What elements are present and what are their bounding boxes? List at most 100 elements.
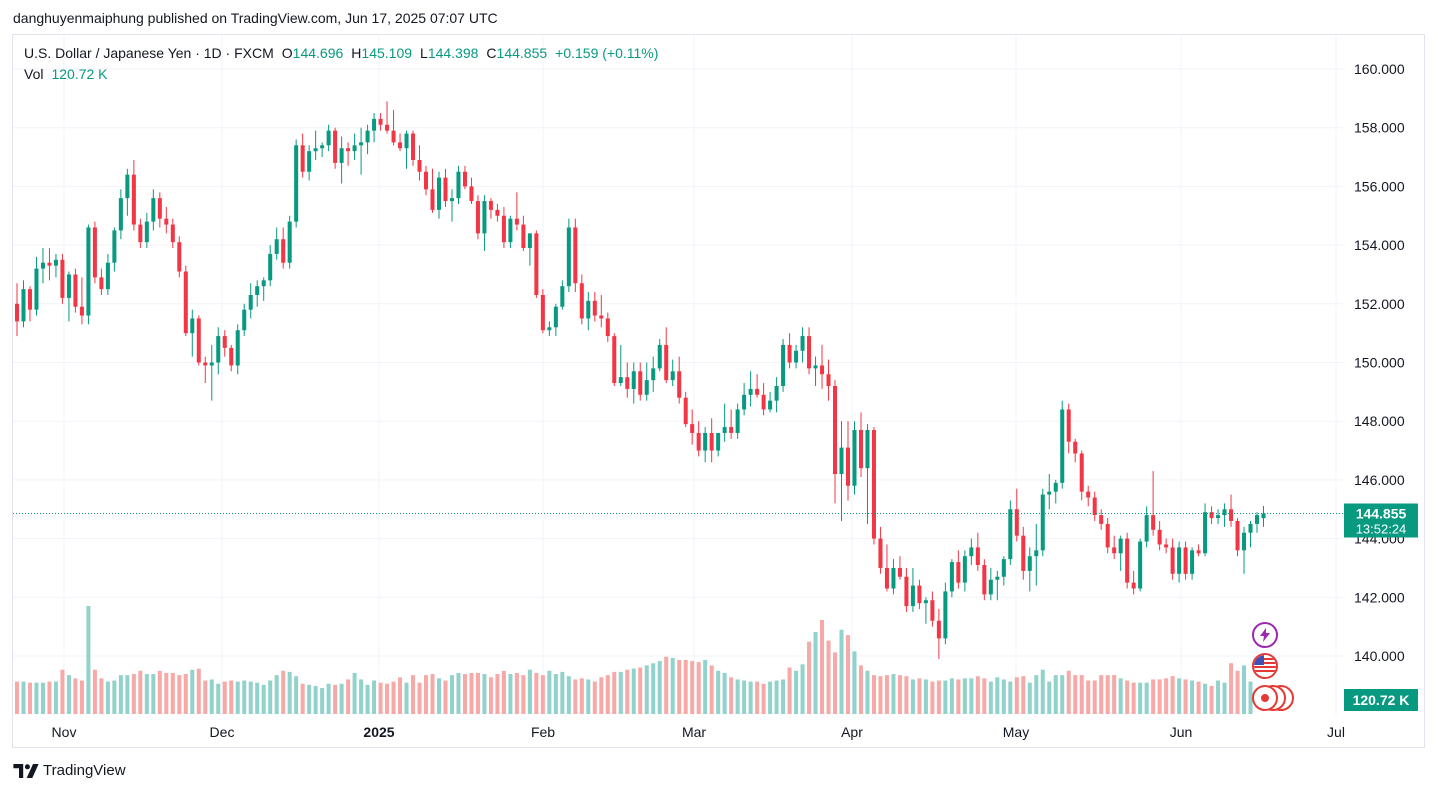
volume-bar	[858, 665, 863, 714]
candle	[34, 256, 39, 316]
us-flag-event-icon[interactable]	[1252, 653, 1278, 679]
candle	[456, 165, 461, 205]
candle	[514, 192, 519, 231]
volume-bar	[755, 681, 760, 714]
volume-bar	[423, 675, 429, 714]
volume-bar	[833, 652, 838, 714]
candle	[943, 582, 948, 645]
volume-bar	[592, 681, 597, 714]
symbol-name[interactable]: U.S. Dollar / Japanese Yen · 1D · FXCM	[24, 45, 274, 61]
volume-bar	[242, 680, 247, 714]
candle	[781, 339, 786, 392]
footer-brand[interactable]: TradingView	[13, 762, 126, 779]
candle	[657, 339, 662, 372]
candle	[268, 245, 273, 287]
candle	[216, 327, 221, 375]
candle	[949, 559, 954, 598]
candle	[566, 218, 571, 293]
candle	[962, 550, 967, 592]
volume-label[interactable]: Vol	[24, 66, 44, 82]
volume-bar	[1229, 663, 1234, 714]
candle	[768, 391, 773, 413]
volume-bar	[385, 683, 390, 714]
volume-bar	[897, 675, 902, 714]
volume-bar	[404, 682, 409, 714]
candle	[60, 253, 65, 304]
candle	[229, 344, 234, 372]
candle	[930, 591, 935, 627]
volume-bar	[203, 680, 208, 714]
candle	[378, 113, 383, 131]
candle	[1216, 509, 1221, 524]
footer-brand-text: TradingView	[43, 762, 126, 779]
candle	[300, 133, 305, 178]
volume-bar	[112, 680, 117, 714]
volume-bar	[1066, 670, 1071, 714]
candle	[346, 142, 351, 166]
volume-bar	[138, 670, 143, 714]
candle	[865, 424, 870, 524]
volume-bar	[618, 671, 623, 714]
volume-bar	[1222, 682, 1227, 714]
lightning-event-icon[interactable]	[1252, 622, 1278, 648]
volume-bar	[183, 674, 188, 714]
volume-bar	[521, 675, 526, 714]
volume-bar	[794, 670, 799, 714]
volume-bar	[729, 677, 734, 714]
price-tick-label: 142.000	[1354, 589, 1405, 605]
volume-bar	[1196, 681, 1201, 714]
volume-bar	[709, 665, 714, 714]
candle	[1177, 541, 1182, 583]
close-label: C	[486, 45, 497, 61]
volume-bar	[1001, 679, 1006, 714]
volume-bar	[27, 682, 32, 714]
candle	[183, 265, 188, 337]
price-tick-label: 140.000	[1354, 648, 1405, 664]
candle	[287, 215, 292, 269]
volume-bar	[352, 672, 357, 714]
volume-bar	[826, 640, 831, 714]
candle	[313, 130, 318, 160]
candle	[430, 168, 435, 213]
candle	[612, 333, 617, 386]
volume-bar	[1053, 675, 1058, 714]
countdown-text: 13:52:24	[1356, 522, 1407, 537]
volume-bar	[14, 681, 20, 714]
candle	[956, 550, 961, 589]
candle	[209, 344, 214, 401]
candle	[1034, 523, 1039, 586]
volume-bar	[514, 672, 519, 714]
time-tick-label: Dec	[210, 724, 235, 740]
candle	[683, 391, 688, 428]
candle	[820, 344, 825, 389]
volume-bar	[1060, 675, 1065, 714]
volume-bar	[417, 682, 422, 714]
candle	[1014, 488, 1019, 542]
volume-bar	[261, 684, 266, 714]
volume-bar	[372, 680, 377, 714]
candle	[904, 567, 909, 612]
volume-bar	[735, 679, 740, 714]
candle	[696, 421, 701, 457]
volume-bar	[255, 682, 260, 714]
candle	[664, 327, 669, 384]
candle	[897, 556, 902, 580]
candle	[326, 124, 331, 152]
candle	[385, 101, 390, 134]
candle	[501, 206, 506, 249]
candle	[917, 579, 922, 610]
volume-bar	[391, 681, 396, 714]
candle	[1040, 488, 1045, 557]
volume-bar	[904, 676, 909, 714]
candle	[839, 421, 844, 521]
candle	[1060, 400, 1065, 489]
volume-bar	[1164, 678, 1169, 714]
japan-flag-event-icon[interactable]	[1252, 685, 1278, 711]
candle	[1144, 506, 1149, 548]
volume-bar	[871, 675, 876, 714]
volume-bar	[605, 675, 610, 714]
candle	[53, 253, 58, 278]
volume-bar	[320, 688, 325, 714]
volume-bar	[1027, 682, 1032, 714]
